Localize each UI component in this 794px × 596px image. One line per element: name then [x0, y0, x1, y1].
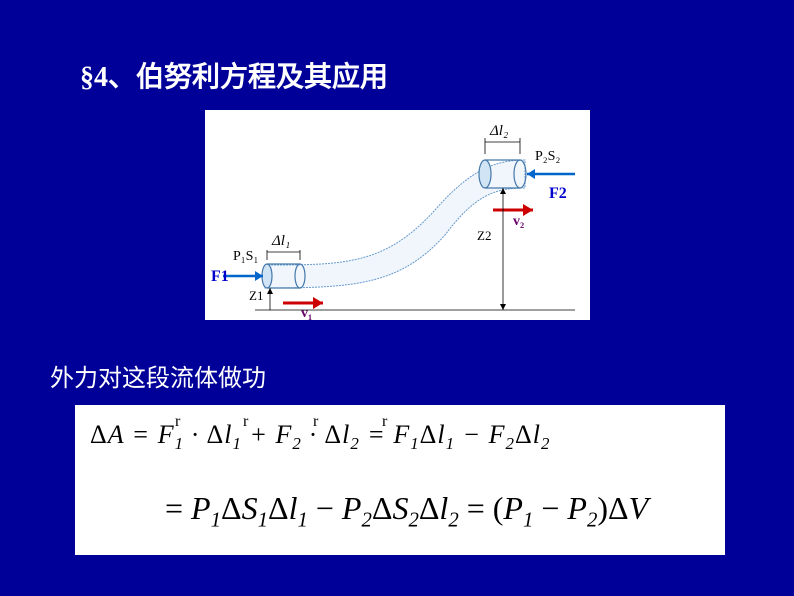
label-delta-l2: Δl₂	[489, 123, 508, 139]
label-f1: F1	[211, 268, 229, 285]
label-p1s1: P₁S₁	[233, 249, 258, 264]
label-p2s2: P₂S₂	[535, 149, 560, 164]
label-v2: v₂	[513, 214, 524, 229]
equation-line-2: = P1ΔS1Δl1 − P2ΔS2Δl2 = (P1 − P2)ΔV	[165, 490, 648, 532]
equation-line-1: ΔA = F1 · Δl1 + F2 · Δl2 = F1Δl1 − F2Δl2	[90, 420, 550, 454]
label-z2: Z2	[477, 228, 491, 243]
diagram-svg: Δl₁ Δl₂ P₁S₁ P₂S₂ F1 F2 Z1 Z2 v₁ v₂	[205, 110, 590, 320]
label-delta-l1: Δl₁	[271, 233, 290, 249]
label-v1: v₁	[301, 306, 312, 320]
label-z1: Z1	[249, 288, 263, 303]
subtitle-text: 外力对这段流体做功	[50, 358, 266, 393]
label-f2: F2	[549, 185, 567, 202]
slide-title: §4、伯努利方程及其应用	[80, 55, 388, 95]
equation-area: r r r r ΔA = F1 · Δl1 + F2 · Δl2 = F1Δl1…	[75, 405, 725, 555]
bernoulli-diagram: Δl₁ Δl₂ P₁S₁ P₂S₂ F1 F2 Z1 Z2 v₁ v₂	[205, 110, 590, 320]
